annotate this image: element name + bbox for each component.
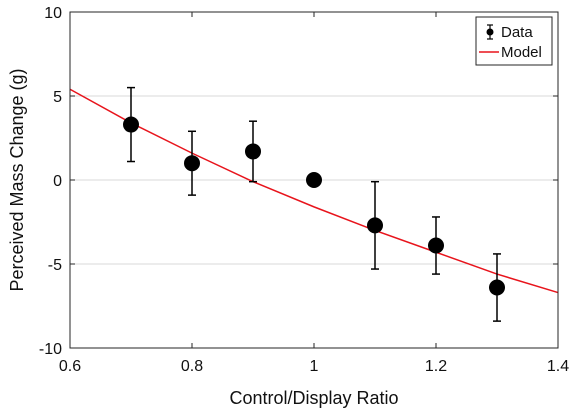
legend-data-label: Data: [501, 24, 533, 41]
data-point: [489, 279, 505, 296]
y-tick-label: -10: [39, 341, 62, 358]
data-point: [245, 143, 261, 160]
ticks: 0.6 0.8 1 1.2 1.4 -10 -5 0 5 10: [39, 5, 569, 375]
x-tick-label: 1: [310, 358, 319, 375]
data-point: [184, 155, 200, 172]
data-point: [428, 237, 444, 254]
legend-model-label: Model: [501, 44, 542, 61]
y-tick-label: 0: [53, 173, 62, 190]
data-point: [367, 217, 383, 234]
legend-dot: [486, 28, 494, 36]
x-tick-label: 1.2: [425, 358, 447, 375]
x-tick-label: 0.8: [181, 358, 203, 375]
model-line: [69, 88, 559, 294]
x-tick-label: 1.4: [547, 358, 569, 375]
plot-area: [69, 86, 559, 322]
y-tick-label: 10: [44, 5, 62, 22]
y-tick-label: 5: [53, 89, 62, 106]
data-point: [306, 172, 322, 188]
y-tick-label: -5: [48, 257, 62, 274]
legend: Data Model: [475, 16, 553, 66]
x-axis-label: Control/Display Ratio: [229, 388, 398, 408]
x-tick-label: 0.6: [59, 358, 81, 375]
y-axis-label: Perceived Mass Change (g): [7, 68, 27, 291]
legend-data-marker-icon: [486, 24, 494, 40]
data-point: [123, 116, 139, 133]
